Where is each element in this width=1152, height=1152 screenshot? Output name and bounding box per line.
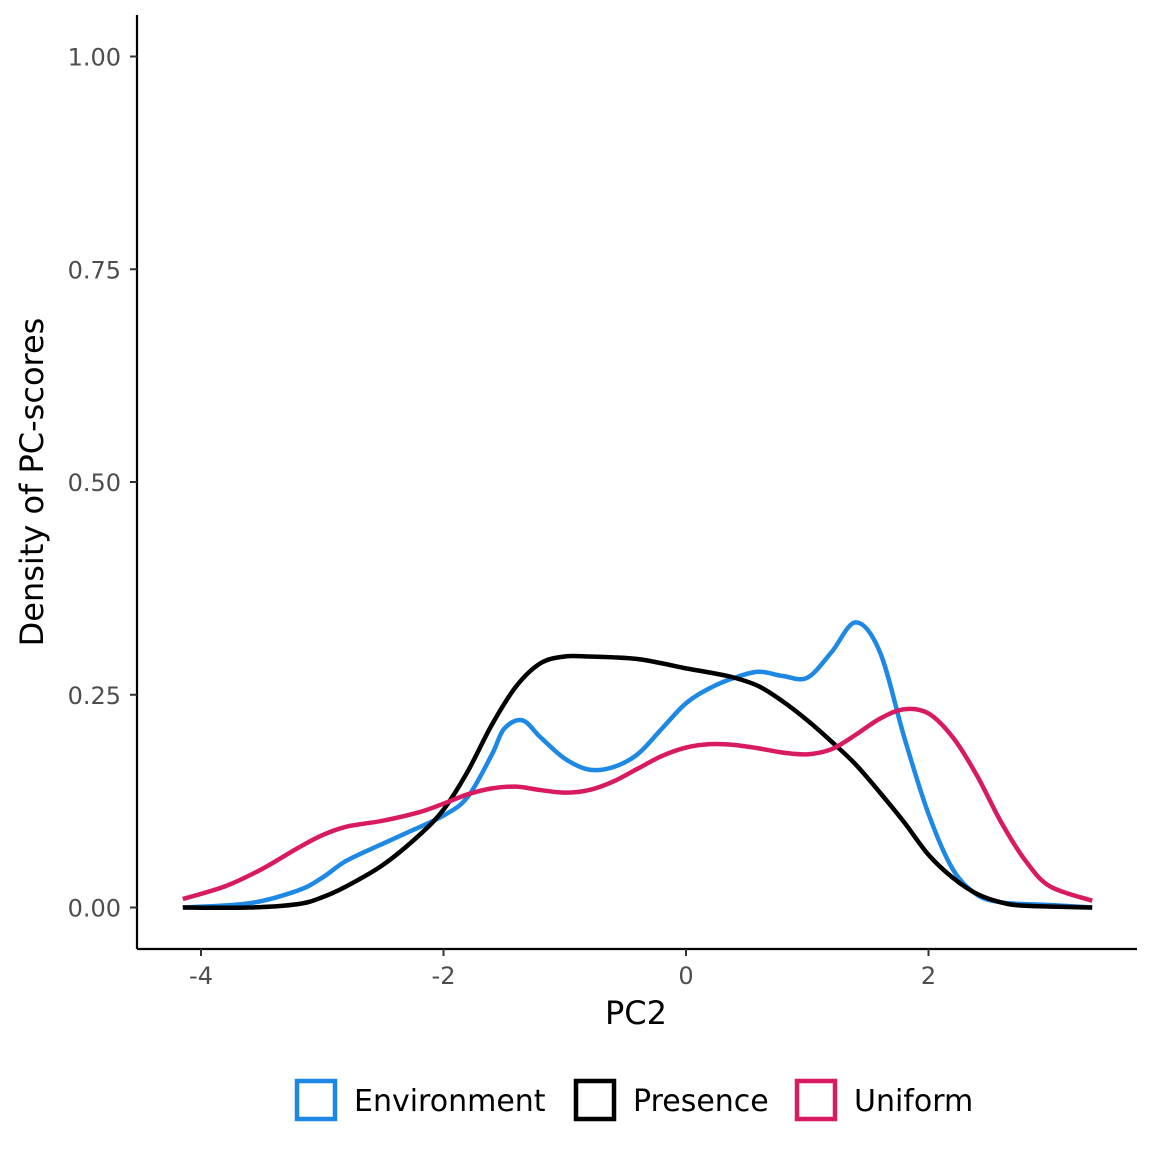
x-axis-title: PC2 — [605, 994, 667, 1032]
series-line-uniform — [182, 706, 1093, 903]
y-tick-label: 0.50 — [68, 469, 121, 497]
y-tick-label: 0.75 — [68, 256, 121, 284]
y-tick-label: 0.25 — [68, 682, 121, 710]
y-axis-ticks: 0.00 0.25 0.50 0.75 1.00 — [68, 44, 137, 923]
legend-key-presence — [573, 1078, 617, 1122]
x-axis-ticks: -4 -2 0 2 — [189, 949, 936, 990]
legend-label-uniform: Uniform — [854, 1084, 973, 1119]
legend-key-uniform — [794, 1078, 838, 1122]
legend-label-environment: Environment — [354, 1084, 546, 1119]
legend: Environment Presence Uniform — [294, 1078, 973, 1122]
series-layer — [182, 620, 1093, 911]
x-tick-label: -4 — [189, 962, 213, 990]
x-tick-label: 2 — [921, 962, 936, 990]
series-line-environment — [182, 620, 1093, 910]
legend-label-presence: Presence — [633, 1084, 769, 1119]
x-tick-label: 0 — [678, 962, 693, 990]
legend-key-environment — [294, 1078, 338, 1122]
series-line-presence — [182, 653, 1093, 911]
y-tick-label: 1.00 — [68, 44, 121, 72]
x-tick-label: -2 — [432, 962, 456, 990]
y-axis-title: Density of PC-scores — [13, 318, 51, 647]
y-tick-label: 0.00 — [68, 895, 121, 923]
